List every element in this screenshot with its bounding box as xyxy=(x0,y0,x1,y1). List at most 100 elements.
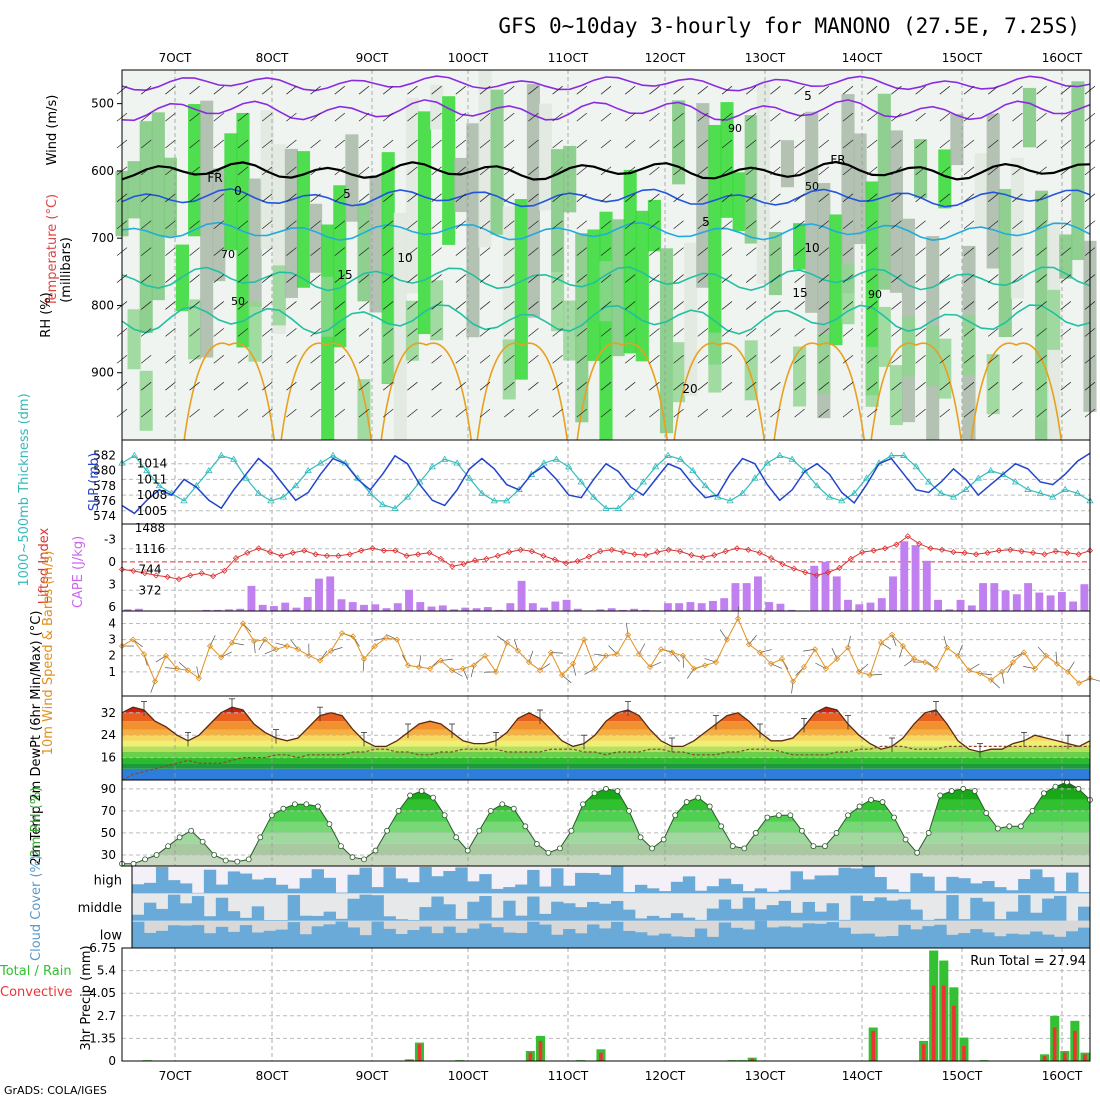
lifted-index-marker xyxy=(1007,546,1014,553)
cape-bar xyxy=(1035,592,1044,611)
wind-tick-label: 3 xyxy=(108,633,116,647)
thickness-tick-label: 582 xyxy=(93,449,116,463)
wind-barb xyxy=(334,166,346,176)
wind-barb xyxy=(649,85,660,95)
wind-barb xyxy=(261,381,273,391)
wind-speed-marker xyxy=(261,636,269,643)
thickness-marker xyxy=(825,493,834,500)
cloud-cell xyxy=(886,889,899,894)
cloud-cell xyxy=(155,867,169,894)
rh-column xyxy=(1010,157,1024,299)
wind-barb xyxy=(600,381,612,391)
wind-speed-marker xyxy=(756,649,764,656)
wind-barb xyxy=(576,328,588,337)
rh-column xyxy=(345,134,359,222)
wind-speed-marker xyxy=(976,670,984,677)
wind-speed-marker xyxy=(866,672,874,679)
wind-barb xyxy=(503,274,515,283)
rh-marker xyxy=(971,788,978,794)
cloud-cell xyxy=(311,869,324,894)
wind-barb xyxy=(358,220,370,230)
wind-barb xyxy=(310,274,321,283)
rh-marker xyxy=(868,796,874,803)
lifted-index-marker xyxy=(335,552,342,559)
wind-barb xyxy=(431,408,442,418)
lifted-index-marker xyxy=(574,558,581,565)
precip-tick-label: 1.35 xyxy=(89,1031,116,1045)
wind-barb xyxy=(382,381,394,391)
wind-barb xyxy=(503,112,515,122)
cloud-cell xyxy=(611,921,624,948)
wind-barb xyxy=(407,220,418,230)
wind-speed-marker xyxy=(525,659,533,666)
cloud-cell xyxy=(766,891,780,894)
cape-bar xyxy=(934,599,942,611)
warm-contour xyxy=(280,342,372,441)
wind-barb xyxy=(407,85,418,95)
wind-barb xyxy=(1012,408,1023,418)
cloud-cell xyxy=(646,888,660,894)
cloud-cell xyxy=(503,900,516,921)
cloud-cell xyxy=(958,933,971,948)
wind-speed-marker xyxy=(151,678,159,685)
cape-bar xyxy=(348,602,357,611)
wind-barb xyxy=(770,408,781,418)
wind-barb xyxy=(915,408,926,418)
wind-barb xyxy=(479,354,491,364)
cloud-cell xyxy=(263,930,277,948)
cloud-cell xyxy=(479,923,492,948)
thickness-marker xyxy=(1049,493,1057,500)
cloud-cell xyxy=(1042,877,1055,894)
cloud-cell xyxy=(658,933,672,948)
rh-marker xyxy=(557,845,563,852)
rh-column xyxy=(296,151,311,288)
wind-barb xyxy=(770,354,781,364)
cloud-cell xyxy=(503,887,516,894)
cloud-cell xyxy=(706,908,720,921)
cloud-cell xyxy=(287,888,301,894)
cloud-cell xyxy=(1054,936,1067,948)
wind-barb xyxy=(963,193,975,203)
top-date-label: 9OCT xyxy=(356,51,389,65)
cloud-cell xyxy=(814,911,827,921)
rh-column xyxy=(454,157,468,212)
wind-barb xyxy=(286,166,297,176)
wind-barb xyxy=(939,381,951,391)
wind-barb xyxy=(237,381,249,391)
wind-barb xyxy=(358,408,370,418)
cloud-cell xyxy=(634,932,648,948)
wind-barb xyxy=(237,328,249,337)
thickness-tick-label: 576 xyxy=(93,494,116,508)
wind-barb xyxy=(165,139,176,149)
rh-marker xyxy=(833,830,840,836)
cape-bar xyxy=(461,607,470,611)
rh-marker xyxy=(764,814,771,821)
cloud-cell xyxy=(335,921,348,948)
wind-barb xyxy=(745,328,757,337)
wind-barb xyxy=(165,381,176,391)
wind-barb xyxy=(334,193,346,203)
cloud-cell xyxy=(227,911,241,921)
rh-marker xyxy=(430,794,437,801)
rh-marker xyxy=(914,849,921,856)
cloud-cell xyxy=(886,900,899,921)
wind-speed-marker xyxy=(459,665,467,672)
wind-barb xyxy=(479,220,491,230)
wind-barb xyxy=(649,381,660,391)
thickness-tick-label: 574 xyxy=(93,509,116,523)
cloud-row-label: middle xyxy=(78,901,122,916)
cloud-cell xyxy=(754,920,768,948)
cape-bar xyxy=(630,608,639,611)
wind-barb xyxy=(552,328,563,337)
wind-barb xyxy=(286,274,297,283)
rh-column xyxy=(466,123,480,338)
lifted-index-marker xyxy=(1018,548,1025,555)
thickness-marker xyxy=(962,485,970,492)
rh-column xyxy=(333,185,347,348)
wind-barb xyxy=(939,274,951,283)
wind-barb xyxy=(649,220,660,230)
temp-band xyxy=(122,729,1090,736)
cape-bar xyxy=(720,598,729,611)
cloud-cell xyxy=(311,915,324,921)
lifted-index-marker xyxy=(164,573,171,580)
